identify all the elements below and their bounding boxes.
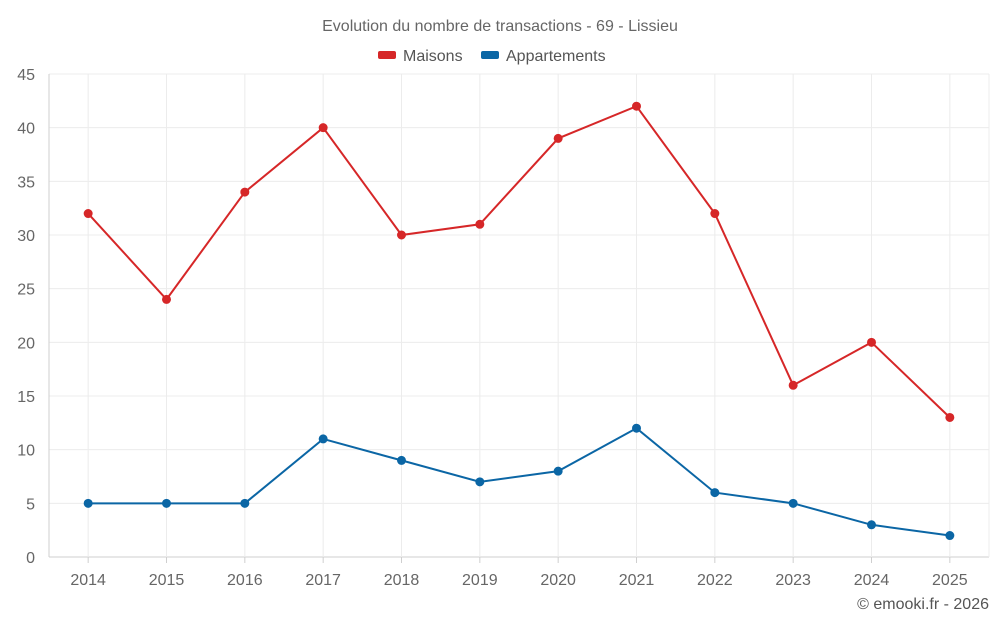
y-tick-label: 20 — [17, 335, 35, 352]
data-point-appartements-2016[interactable] — [240, 498, 250, 508]
y-tick-label: 5 — [26, 496, 35, 513]
data-point-appartements-2025[interactable] — [945, 531, 955, 541]
series-layer — [83, 101, 955, 541]
y-tick-label: 30 — [17, 228, 35, 245]
y-tick-label: 25 — [17, 282, 35, 299]
data-point-appartements-2022[interactable] — [710, 488, 720, 498]
x-tick-label: 2022 — [697, 572, 733, 589]
legend-swatch-appartements[interactable] — [481, 51, 499, 59]
data-point-maisons-2015[interactable] — [162, 294, 171, 304]
x-tick-label: 2015 — [149, 572, 185, 589]
x-tick-label: 2021 — [619, 572, 655, 589]
data-point-appartements-2019[interactable] — [475, 477, 485, 487]
y-tick-label: 10 — [17, 443, 35, 460]
x-tick-label: 2023 — [775, 572, 811, 589]
data-point-maisons-2016[interactable] — [240, 187, 250, 197]
data-point-maisons-2020[interactable] — [553, 133, 563, 143]
data-point-maisons-2018[interactable] — [397, 230, 406, 240]
x-tick-label: 2025 — [932, 572, 968, 589]
x-tick-label: 2024 — [854, 572, 890, 589]
series-maisons — [83, 101, 955, 422]
data-point-maisons-2021[interactable] — [632, 101, 641, 111]
data-point-maisons-2017[interactable] — [318, 123, 328, 133]
x-tick-label: 2019 — [462, 572, 498, 589]
y-tick-label: 35 — [17, 174, 35, 191]
grid-layer — [48, 73, 990, 558]
chart-credit: © emooki.fr - 2026 — [857, 596, 989, 613]
data-point-appartements-2015[interactable] — [162, 498, 171, 508]
data-point-maisons-2023[interactable] — [788, 380, 798, 390]
y-tick-label: 15 — [17, 389, 35, 406]
data-point-appartements-2014[interactable] — [83, 498, 93, 508]
data-point-maisons-2025[interactable] — [945, 412, 955, 422]
y-tick-label: 45 — [17, 67, 35, 84]
x-tick-label: 2014 — [70, 572, 106, 589]
data-point-appartements-2024[interactable] — [867, 520, 876, 530]
data-point-appartements-2021[interactable] — [632, 423, 641, 433]
data-point-appartements-2018[interactable] — [397, 455, 406, 465]
data-point-appartements-2023[interactable] — [788, 498, 798, 508]
x-tick-label: 2018 — [384, 572, 420, 589]
series-appartements — [83, 423, 955, 541]
y-tick-label: 0 — [26, 550, 35, 567]
chart-title: Evolution du nombre de transactions - 69… — [322, 18, 678, 35]
data-point-maisons-2024[interactable] — [867, 337, 876, 347]
y-tick-label: 40 — [17, 121, 35, 138]
legend-label-maisons[interactable]: Maisons — [403, 48, 463, 65]
data-point-appartements-2020[interactable] — [553, 466, 563, 476]
data-point-maisons-2014[interactable] — [83, 209, 93, 219]
data-point-appartements-2017[interactable] — [318, 434, 328, 444]
legend-swatch-maisons[interactable] — [378, 51, 396, 59]
legend-label-appartements[interactable]: Appartements — [506, 48, 606, 65]
x-tick-label: 2017 — [305, 572, 341, 589]
data-point-maisons-2022[interactable] — [710, 209, 720, 219]
data-point-maisons-2019[interactable] — [475, 219, 485, 229]
x-tick-label: 2020 — [540, 572, 576, 589]
chart-legend: Maisons Appartements — [378, 48, 606, 65]
x-tick-label: 2016 — [227, 572, 263, 589]
series-line-appartements — [88, 426, 950, 537]
series-line-maisons — [87, 104, 951, 419]
